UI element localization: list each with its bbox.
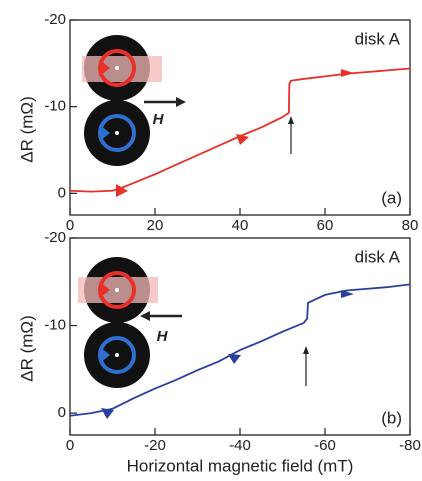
inset-a xyxy=(82,35,354,197)
data-line xyxy=(69,67,411,193)
annotation: disk A xyxy=(355,247,401,266)
y-axis-label: ΔR (mΩ) xyxy=(17,315,36,382)
inset-b xyxy=(78,257,354,419)
x-tick-label: -80 xyxy=(399,437,421,454)
x-tick-label: 40 xyxy=(232,217,249,234)
annotation: disk A xyxy=(355,29,401,48)
x-tick-label: 80 xyxy=(402,217,419,234)
y-tick-label: 0 xyxy=(58,184,66,201)
y-tick-label: -10 xyxy=(44,317,66,334)
x-tick-label: 60 xyxy=(317,217,334,234)
x-tick-label: 0 xyxy=(66,217,74,234)
y-tick-label: -20 xyxy=(44,11,66,28)
x-axis-label: Horizontal magnetic field (mT) xyxy=(127,456,354,475)
y-tick-label: 0 xyxy=(58,404,66,421)
field-label: H xyxy=(153,111,165,128)
x-tick-label: -60 xyxy=(314,437,336,454)
field-label: H xyxy=(157,328,169,345)
y-tick-label: -20 xyxy=(44,229,66,246)
x-tick-label: 20 xyxy=(147,217,164,234)
data-line xyxy=(69,283,411,417)
x-tick-label: -20 xyxy=(144,437,166,454)
x-tick-label: -40 xyxy=(229,437,251,454)
y-axis-label: ΔR (mΩ) xyxy=(17,96,36,163)
panel-label: (a) xyxy=(381,188,402,207)
x-tick-label: 0 xyxy=(66,437,74,454)
y-tick-label: -10 xyxy=(44,98,66,115)
panel-label: (b) xyxy=(381,408,402,427)
